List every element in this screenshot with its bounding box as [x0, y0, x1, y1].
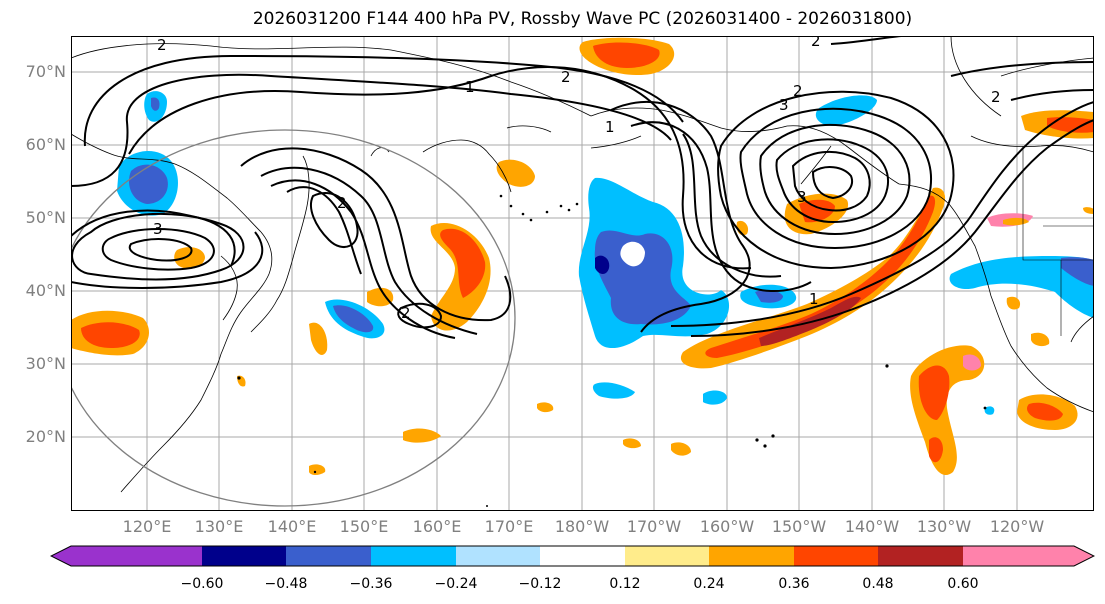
colorbar-tick-label: 0.24 — [693, 576, 725, 592]
lon-label: 140°W — [844, 517, 900, 536]
positive-anomaly-region — [1027, 402, 1063, 421]
colorbar-segment — [963, 546, 1094, 566]
negative-anomaly-region — [755, 289, 783, 303]
contour-label: 2 — [157, 36, 167, 54]
colorbar-segment — [540, 546, 625, 566]
lon-label: 120°E — [122, 517, 172, 536]
lon-label: 140°E — [267, 517, 317, 536]
lon-label: 150°E — [339, 517, 389, 536]
positive-anomaly-region — [81, 322, 140, 348]
negative-anomaly-region — [333, 305, 374, 333]
colorbar-tick-label: 0.12 — [609, 576, 641, 592]
coastlines — [71, 36, 1094, 493]
colorbar — [50, 545, 1095, 567]
lon-label: 160°W — [699, 517, 755, 536]
positive-anomaly-region — [537, 402, 554, 413]
colorbar-tick-label: −0.48 — [264, 576, 308, 592]
colorbar-outline — [50, 545, 1095, 567]
colorbar-segment — [286, 546, 371, 566]
contour-label: 2 — [561, 68, 571, 86]
contour-label: 1 — [465, 78, 475, 96]
positive-anomaly-region — [1031, 332, 1050, 347]
contour-label: 3 — [797, 188, 807, 206]
map-canvas: 2 1 2 2 3 2 2 1 2 3 3 2 1 — [71, 36, 1094, 511]
positive-anomaly-region — [496, 159, 535, 187]
lat-label: 20°N — [25, 427, 66, 446]
positive-anomaly-region — [1083, 207, 1094, 214]
positive-anomaly-region — [929, 437, 943, 463]
contour-label: 2 — [337, 194, 347, 212]
positive-anomaly-region — [174, 247, 205, 269]
positive-anomaly-region — [671, 442, 691, 456]
contour-label: 2 — [793, 82, 803, 100]
contour-label: 1 — [809, 290, 819, 308]
lon-label: 120°W — [989, 517, 1045, 536]
positive-anomaly-region — [309, 464, 326, 475]
lon-label: 160°E — [412, 517, 462, 536]
lat-label: 40°N — [25, 281, 66, 300]
neutral-hole — [620, 241, 645, 267]
colorbar-tick-label: 0.60 — [947, 576, 979, 592]
lat-label: 50°N — [25, 208, 66, 227]
positive-anomaly-region — [1003, 217, 1029, 226]
positive-anomaly-region — [309, 322, 328, 355]
contour-label: 1 — [605, 118, 615, 136]
positive-anomaly-region — [1047, 117, 1094, 133]
map-title: 2026031200 F144 400 hPa PV, Rossby Wave … — [252, 9, 913, 29]
colorbar-tick-label: −0.12 — [518, 576, 562, 592]
lon-label: 130°E — [194, 517, 244, 536]
colorbar-tick-label: −0.36 — [349, 576, 393, 592]
lon-label: 170°E — [484, 517, 534, 536]
lat-label: 70°N — [25, 62, 66, 81]
colorbar-segment — [202, 546, 286, 566]
lon-label: 130°W — [916, 517, 972, 536]
lon-label: 150°W — [771, 517, 827, 536]
contour-label: 2 — [991, 88, 1001, 106]
lat-label: 60°N — [25, 135, 66, 154]
positive-anomaly-region — [593, 42, 660, 68]
negative-anomaly-region — [594, 230, 691, 325]
lon-label: 170°W — [626, 517, 682, 536]
contour-label: 2 — [401, 304, 411, 322]
contour-label: 2 — [811, 36, 821, 50]
negative-anomaly-region — [1061, 257, 1094, 286]
colorbar-tick-label: −0.60 — [180, 576, 224, 592]
colorbar-tick-label: −0.24 — [434, 576, 478, 592]
positive-anomaly-region — [440, 228, 486, 298]
colorbar-segment — [371, 546, 456, 566]
islands — [237, 194, 987, 507]
positive-anomaly-region — [367, 287, 394, 307]
colorbar-tick-label: 0.36 — [778, 576, 810, 592]
influence-circle — [71, 129, 516, 507]
positive-anomaly-region — [403, 428, 441, 443]
negative-anomaly-region — [128, 164, 168, 204]
colorbar-segment — [709, 546, 794, 566]
negative-anomaly-region — [949, 256, 1094, 318]
colorbar-segment — [456, 546, 540, 566]
lat-label: 30°N — [25, 354, 66, 373]
contour-label-group: 2 1 2 2 3 2 2 1 2 3 3 2 1 — [153, 36, 1001, 322]
negative-anomaly-region — [703, 390, 727, 405]
map-panel[interactable]: 2 1 2 2 3 2 2 1 2 3 3 2 1 — [71, 36, 1094, 511]
negative-anomaly-region — [592, 382, 635, 399]
contour-label: 3 — [153, 220, 163, 238]
positive-anomaly-region — [1006, 296, 1021, 310]
colorbar-segment — [51, 546, 202, 566]
pc-contours — [71, 36, 1094, 339]
negative-anomaly-region — [151, 97, 160, 111]
positive-anomaly-region — [623, 438, 641, 449]
negative-anomaly-region — [595, 255, 610, 274]
lon-label: 180°W — [554, 517, 610, 536]
contour-label: 3 — [779, 96, 789, 114]
negative-anomaly-region — [984, 406, 995, 415]
colorbar-segment — [794, 546, 878, 566]
colorbar-tick-label: 0.48 — [862, 576, 894, 592]
positive-anomaly-region — [918, 365, 950, 420]
positive-anomaly-region — [963, 354, 981, 371]
negative-anomaly-region — [815, 95, 877, 126]
colorbar-segments — [51, 546, 1094, 566]
colorbar-segment — [878, 546, 963, 566]
colorbar-segment — [625, 546, 709, 566]
